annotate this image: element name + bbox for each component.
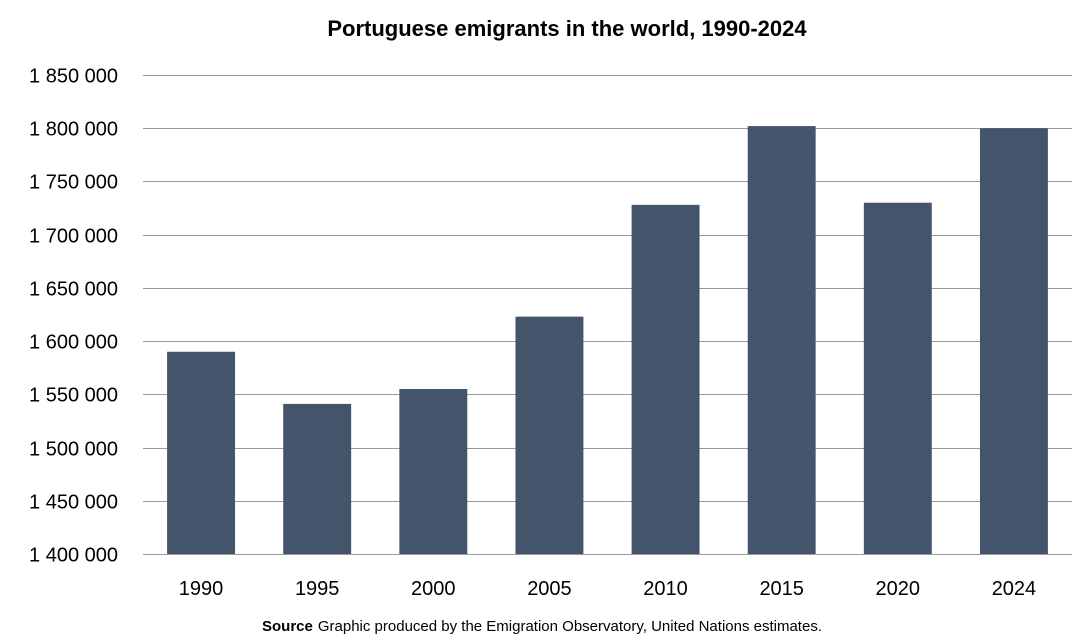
y-tick-label: 1 400 000	[29, 545, 118, 567]
y-tick-label: 1 450 000	[29, 492, 118, 514]
y-axis-tick-labels: 1 400 000 1 450 000 1 500 000 1 550 000 1 60…	[29, 66, 118, 567]
bar-2005	[515, 316, 584, 554]
bar-1990	[167, 351, 236, 554]
x-tick-label: 2000	[411, 578, 456, 600]
gridlines	[143, 75, 1072, 555]
x-axis-tick-labels: 1990 1995 2000 2005 2010 2015 2020 2024	[179, 578, 1036, 600]
source-text: Graphic produced by the Emigration Obser…	[317, 618, 822, 635]
x-tick-label: 2020	[876, 578, 921, 600]
y-tick-label: 1 850 000	[29, 66, 118, 88]
bars	[167, 126, 1048, 555]
bar-2015	[747, 126, 816, 554]
source-label: Source	[262, 618, 313, 635]
x-tick-label: 2015	[759, 578, 804, 600]
x-tick-label: 2005	[527, 578, 572, 600]
bar-2020	[863, 202, 932, 555]
source-note: Source Graphic produced by the Emigration…	[0, 618, 1084, 635]
y-tick-label: 1 800 000	[29, 119, 118, 141]
y-tick-label: 1 500 000	[29, 439, 118, 461]
x-tick-label: 1995	[295, 578, 340, 600]
x-tick-label: 2010	[643, 578, 688, 600]
y-tick-label: 1 650 000	[29, 279, 118, 301]
y-tick-label: 1 700 000	[29, 226, 118, 248]
y-tick-label: 1 550 000	[29, 385, 118, 407]
bar-2024	[979, 128, 1048, 554]
x-tick-label: 1990	[179, 578, 224, 600]
bar-1995	[283, 403, 352, 554]
chart-title: Portuguese emigrants in the world, 1990-…	[327, 16, 807, 41]
y-tick-label: 1 750 000	[29, 172, 118, 194]
y-tick-label: 1 600 000	[29, 332, 118, 354]
bar-2010	[631, 204, 700, 555]
bar-2000	[399, 389, 468, 554]
x-tick-label: 2024	[992, 578, 1037, 600]
